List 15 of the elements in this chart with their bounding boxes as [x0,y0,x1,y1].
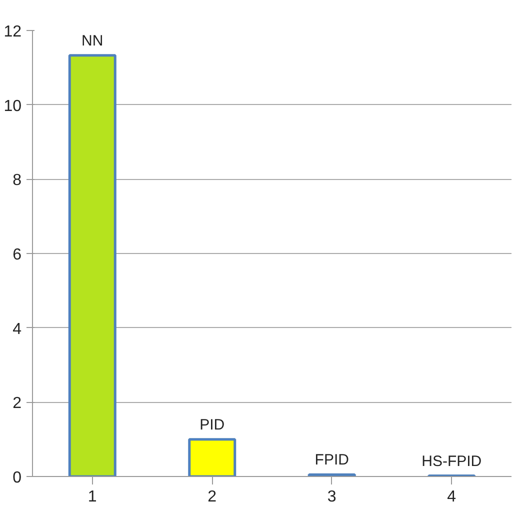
annotation: FPID [314,452,350,469]
x-tick-label: 1 [88,488,97,506]
x-tick-label: 2 [208,488,217,506]
x-tick-label: 3 [327,488,336,506]
annotation: PID [200,416,225,434]
x-tick-label: 4 [447,488,456,506]
y-tick-label: 12 [4,24,22,40]
annotation: HS-FPID [422,452,482,470]
y-tick-label: 6 [12,246,22,264]
y-tick-label: 10 [4,98,22,115]
y-tick-label: 0 [12,470,22,486]
y-tick-label: 4 [12,320,22,338]
y-tick-label: 8 [12,172,22,190]
y-tick-label: 2 [12,395,22,412]
annotation: NN [82,32,104,50]
